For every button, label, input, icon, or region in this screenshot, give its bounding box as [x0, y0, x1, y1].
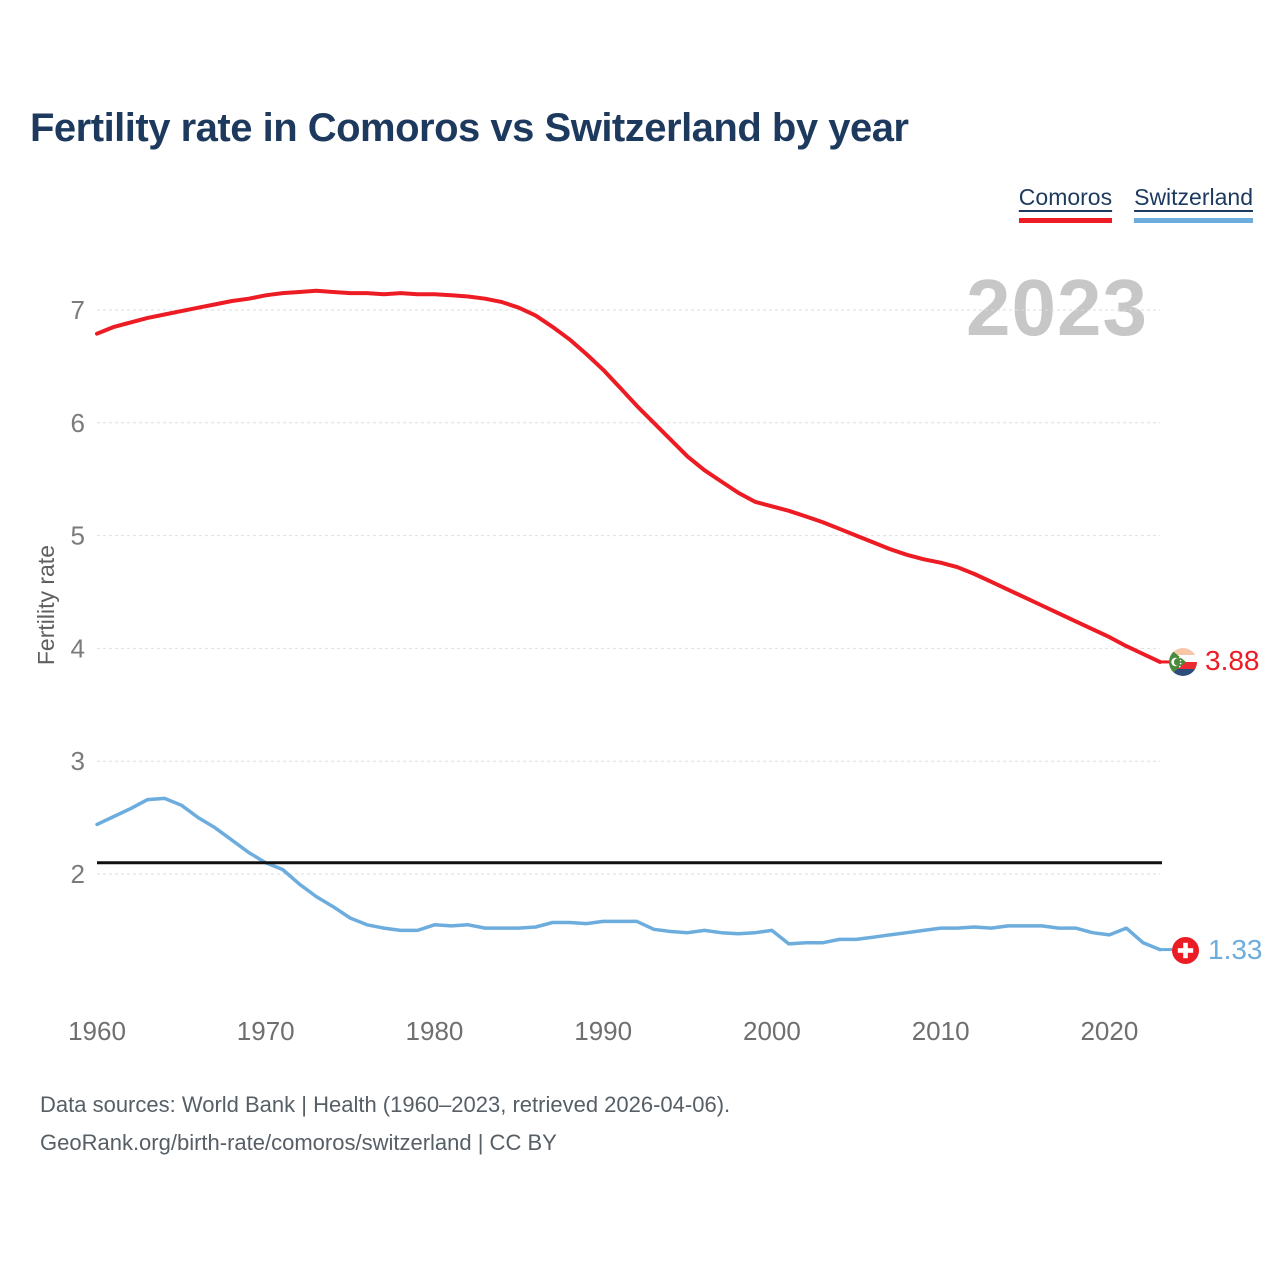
- y-tick-label: 5: [71, 521, 85, 551]
- x-tick-label: 2020: [1080, 1016, 1138, 1046]
- legend-item-comoros[interactable]: Comoros: [1018, 184, 1113, 223]
- x-tick-label: 2000: [743, 1016, 801, 1046]
- x-tick-label: 1970: [237, 1016, 295, 1046]
- x-tick-label: 1990: [574, 1016, 632, 1046]
- comoros-end-value: 3.88: [1205, 645, 1260, 676]
- page-title: Fertility rate in Comoros vs Switzerland…: [30, 106, 909, 150]
- legend-item-switzerland[interactable]: Switzerland: [1134, 184, 1253, 223]
- footer: Data sources: World Bank | Health (1960–…: [40, 1086, 730, 1162]
- y-tick-label: 6: [71, 408, 85, 438]
- y-tick-label: 4: [71, 633, 85, 663]
- data-sources-line: Data sources: World Bank | Health (1960–…: [40, 1092, 731, 1117]
- x-tick-label: 2010: [912, 1016, 970, 1046]
- attribution-line: GeoRank.org/birth-rate/comoros/switzerla…: [40, 1130, 557, 1155]
- switzerland-flag-icon: [1172, 937, 1199, 964]
- comoros-flag-icon: [1169, 648, 1197, 676]
- x-tick-label: 1980: [406, 1016, 464, 1046]
- legend: Comoros Switzerland: [1018, 184, 1253, 223]
- y-tick-label: 2: [71, 859, 85, 889]
- y-tick-label: 3: [71, 746, 85, 776]
- x-tick-label: 1960: [68, 1016, 126, 1046]
- y-tick-label: 7: [71, 295, 85, 325]
- series-line-comoros: [95, 288, 1162, 664]
- watermark-year: 2023: [966, 263, 1148, 352]
- switzerland-end-value: 1.33: [1208, 934, 1263, 965]
- series-line-switzerland: [95, 796, 1162, 952]
